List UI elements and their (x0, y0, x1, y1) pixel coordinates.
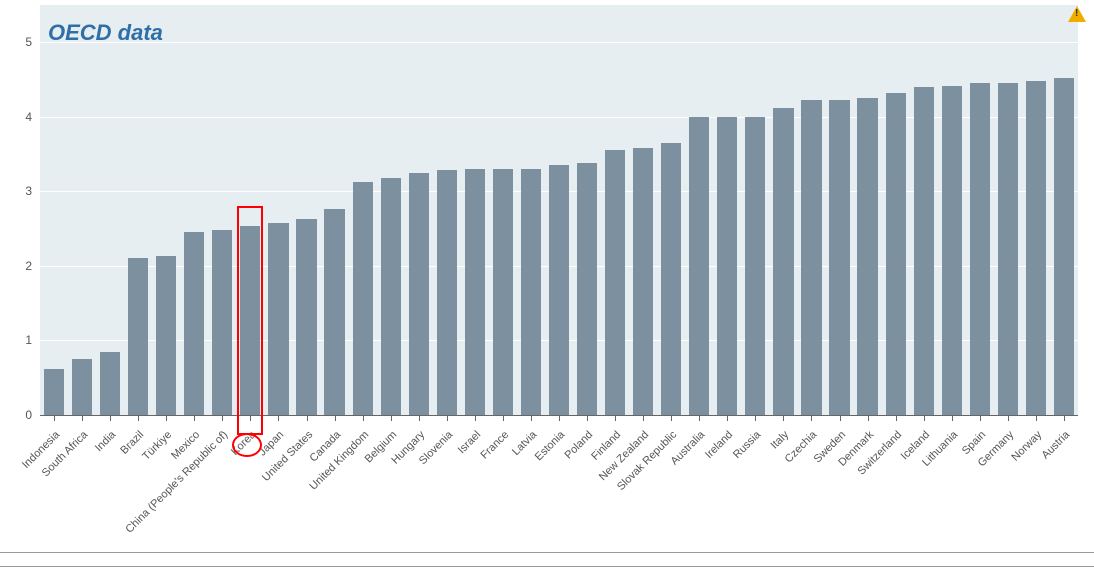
y-tick-label: 0 (12, 408, 32, 422)
bar[interactable] (633, 148, 653, 415)
bar[interactable] (437, 170, 457, 415)
x-tick (475, 415, 476, 421)
bar[interactable] (857, 98, 877, 415)
bar[interactable] (886, 93, 906, 415)
separator-line (0, 552, 1094, 553)
x-tick (54, 415, 55, 421)
oecd-bar-chart: 012345IndonesiaSouth AfricaIndiaBrazilTü… (0, 0, 1094, 568)
y-tick-label: 5 (12, 35, 32, 49)
x-tick (278, 415, 279, 421)
y-tick-label: 1 (12, 333, 32, 347)
bar[interactable] (44, 369, 64, 415)
x-tick (391, 415, 392, 421)
x-tick (755, 415, 756, 421)
bar[interactable] (605, 150, 625, 415)
x-tick (699, 415, 700, 421)
bar[interactable] (465, 169, 485, 415)
chart-title: OECD data (48, 20, 163, 46)
x-tick (307, 415, 308, 421)
bar[interactable] (184, 232, 204, 415)
x-tick (811, 415, 812, 421)
x-tick (783, 415, 784, 421)
x-tick (335, 415, 336, 421)
x-tick (840, 415, 841, 421)
bar[interactable] (689, 117, 709, 415)
bar[interactable] (717, 117, 737, 415)
bar[interactable] (661, 143, 681, 415)
x-tick (952, 415, 953, 421)
x-tick (1008, 415, 1009, 421)
x-tick (503, 415, 504, 421)
y-tick-label: 3 (12, 184, 32, 198)
bar[interactable] (409, 173, 429, 415)
bar[interactable] (942, 86, 962, 415)
bar[interactable] (381, 178, 401, 415)
x-tick (138, 415, 139, 421)
x-tick (587, 415, 588, 421)
x-tick (222, 415, 223, 421)
bar[interactable] (296, 219, 316, 415)
x-tick (1036, 415, 1037, 421)
x-tick (82, 415, 83, 421)
y-tick-label: 4 (12, 110, 32, 124)
x-tick (110, 415, 111, 421)
x-tick (980, 415, 981, 421)
bar[interactable] (100, 352, 120, 415)
bar[interactable] (998, 83, 1018, 415)
bar[interactable] (128, 258, 148, 415)
bar[interactable] (268, 223, 288, 415)
bar[interactable] (773, 108, 793, 415)
bar[interactable] (521, 169, 541, 415)
bar[interactable] (577, 163, 597, 415)
x-tick (419, 415, 420, 421)
bar[interactable] (353, 182, 373, 415)
x-tick (896, 415, 897, 421)
warning-icon (1068, 6, 1086, 22)
bar[interactable] (549, 165, 569, 415)
x-tick (671, 415, 672, 421)
x-tick (643, 415, 644, 421)
x-tick (615, 415, 616, 421)
bar[interactable] (1026, 81, 1046, 415)
x-tick (727, 415, 728, 421)
bar[interactable] (970, 83, 990, 415)
bar[interactable] (156, 256, 176, 415)
x-tick (447, 415, 448, 421)
gridline (40, 42, 1078, 43)
x-tick (250, 415, 251, 421)
separator-line (0, 566, 1094, 567)
bar[interactable] (212, 230, 232, 415)
bar[interactable] (801, 100, 821, 415)
x-tick (559, 415, 560, 421)
bar[interactable] (829, 100, 849, 415)
x-tick (363, 415, 364, 421)
x-tick (531, 415, 532, 421)
plot-area (40, 5, 1078, 415)
x-tick (166, 415, 167, 421)
bar[interactable] (240, 226, 260, 415)
x-tick (868, 415, 869, 421)
bar[interactable] (72, 359, 92, 415)
bar[interactable] (324, 209, 344, 415)
bar[interactable] (914, 87, 934, 415)
x-tick (1064, 415, 1065, 421)
bar[interactable] (745, 117, 765, 415)
bar[interactable] (493, 169, 513, 415)
x-tick (924, 415, 925, 421)
bar[interactable] (1054, 78, 1074, 415)
y-tick-label: 2 (12, 259, 32, 273)
x-tick (194, 415, 195, 421)
